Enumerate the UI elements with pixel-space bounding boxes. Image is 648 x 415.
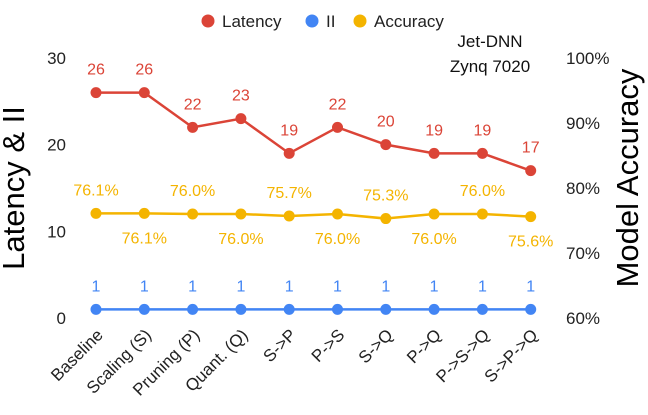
data-label: 22 [184, 96, 202, 113]
right-tick-label: 100% [566, 49, 609, 68]
data-point [380, 303, 392, 315]
data-label: 19 [280, 122, 298, 139]
annotation-line-1: Jet-DNN [457, 32, 522, 51]
right-tick-label: 70% [566, 244, 600, 263]
legend-marker [305, 14, 319, 28]
left-axis-ticks: 0 10 20 30 [47, 49, 66, 328]
data-point [428, 303, 440, 315]
data-point [525, 165, 537, 177]
data-point [428, 147, 440, 159]
x-tick-label: P->Q [403, 325, 445, 367]
annotation-line-2: Zynq 7020 [450, 57, 530, 76]
data-label: 1 [526, 278, 535, 295]
right-tick-label: 80% [566, 179, 600, 198]
data-label: 1 [333, 278, 342, 295]
data-point [187, 303, 199, 315]
data-label: 76.0% [218, 231, 263, 248]
left-tick-label: 0 [57, 309, 66, 328]
series-latency: 26 26 22 23 19 22 20 19 19 17 [87, 62, 540, 177]
data-label: 1 [188, 278, 197, 295]
data-label: 23 [232, 88, 250, 105]
data-point [187, 121, 199, 133]
data-point [332, 121, 343, 133]
data-label: 76.1% [122, 230, 167, 247]
left-tick-label: 20 [47, 136, 66, 155]
data-point [138, 303, 150, 315]
data-point [476, 303, 488, 315]
data-label: 75.6% [508, 234, 553, 251]
data-label: 75.7% [267, 185, 312, 202]
x-tick-label: P->S [308, 325, 349, 366]
data-point [90, 87, 102, 99]
data-label: 76.0% [170, 183, 215, 200]
right-tick-label: 90% [566, 114, 600, 133]
data-label: 1 [236, 278, 245, 295]
data-label: 1 [285, 278, 294, 295]
data-label: 76.0% [315, 231, 360, 248]
data-label: 1 [430, 278, 439, 295]
series-accuracy: 76.1% 76.1% 76.0% 76.0% 75.7% 76.0% 75.3% 76.0%… [73, 182, 553, 250]
series-line [96, 91, 532, 172]
data-label: 19 [474, 122, 492, 139]
x-tick-label: S->P->Q [481, 325, 542, 386]
data-label: 20 [377, 114, 395, 131]
legend-marker [353, 14, 367, 28]
data-label: 17 [522, 140, 540, 157]
data-label: 76.0% [460, 183, 505, 200]
data-label: 1 [381, 278, 390, 295]
data-label: 76.1% [73, 182, 118, 199]
data-label: 19 [425, 122, 443, 139]
x-tick-label: S->Q [355, 325, 397, 367]
data-point [283, 210, 295, 222]
data-label: 1 [92, 278, 101, 295]
data-point [525, 211, 537, 223]
data-label: 26 [87, 62, 105, 79]
series-line [96, 212, 531, 220]
data-label: 75.3% [363, 188, 408, 205]
legend-label: Accuracy [374, 12, 444, 31]
data-point [283, 147, 295, 159]
data-point [90, 303, 102, 315]
data-label: 1 [140, 278, 149, 295]
data-point [380, 213, 392, 225]
left-tick-label: 10 [47, 222, 66, 241]
series-ii: 1 1 1 1 1 1 1 1 1 1 [90, 278, 537, 315]
data-label: 76.0% [411, 231, 456, 248]
legend: Latency II Accuracy [201, 12, 444, 31]
legend-label: II [326, 12, 335, 31]
data-label: 22 [329, 96, 347, 113]
data-point [283, 303, 295, 315]
data-point [235, 113, 247, 125]
legend-marker [201, 14, 215, 28]
data-point [332, 208, 343, 220]
data-point [380, 139, 392, 151]
data-point [138, 207, 150, 219]
data-point [476, 147, 488, 159]
right-axis-ticks: 60% 70% 80% 90% 100% [566, 49, 609, 328]
data-label: 26 [135, 62, 153, 79]
data-point [138, 87, 150, 99]
data-point [235, 208, 247, 220]
data-point [525, 303, 537, 315]
data-point [428, 208, 440, 220]
data-point [187, 208, 199, 220]
chart-annotation: Jet-DNN Zynq 7020 [450, 32, 530, 76]
data-label: 1 [478, 278, 487, 295]
data-point [90, 207, 102, 219]
left-axis-title: Latency & II [0, 106, 31, 270]
legend-label: Latency [222, 12, 282, 31]
data-point [332, 303, 343, 315]
data-point [235, 303, 247, 315]
right-tick-label: 60% [566, 309, 600, 328]
data-point [476, 208, 488, 220]
left-tick-label: 30 [47, 49, 66, 68]
x-tick-label: S->P [260, 325, 301, 366]
right-axis-title: Model Accuracy [610, 68, 645, 287]
